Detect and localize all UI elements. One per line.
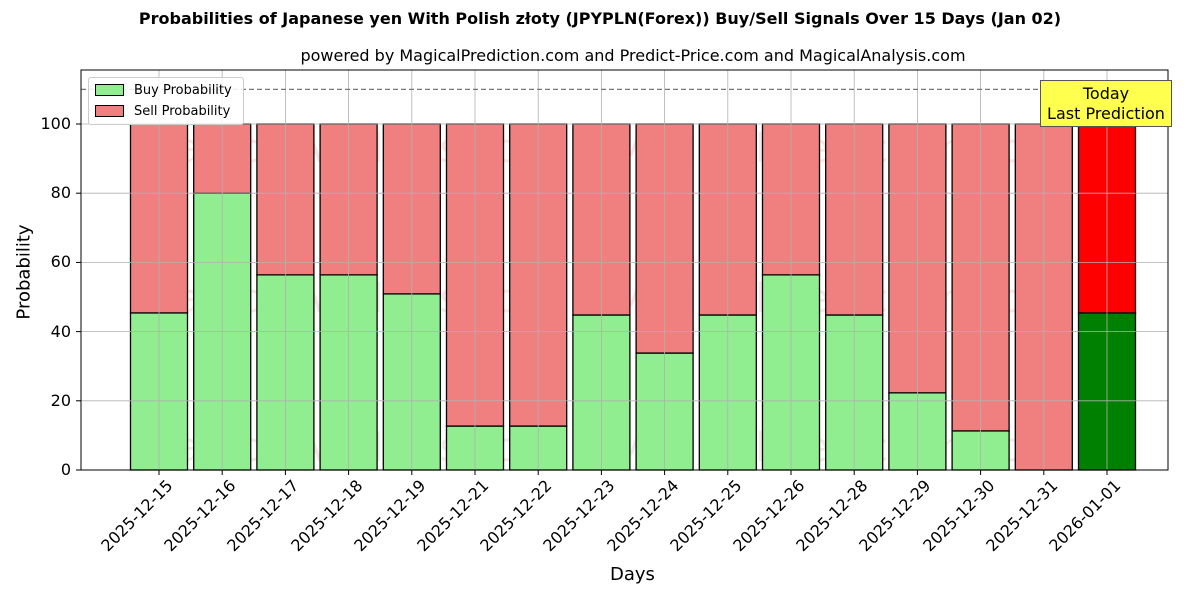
y-axis-label: Probability <box>13 224 35 320</box>
legend-sell-label: Sell Probability <box>134 103 231 119</box>
legend-item-buy: Buy Probability <box>95 82 232 98</box>
y-tick-label: 60 <box>50 252 71 272</box>
y-tick-label: 40 <box>50 321 71 341</box>
annotation-line2: Last Prediction <box>1047 104 1165 123</box>
y-tick-label: 80 <box>50 183 71 203</box>
x-axis-label: Days <box>610 564 655 585</box>
sell-swatch-icon <box>95 105 124 117</box>
chart-subtitle: powered by MagicalPrediction.com and Pre… <box>300 46 966 65</box>
y-tick-label: 20 <box>50 390 71 410</box>
legend: Buy Probability Sell Probability <box>88 77 244 125</box>
y-tick-label: 100 <box>40 114 71 133</box>
y-tick-label: 0 <box>60 460 71 479</box>
today-annotation: Today Last Prediction <box>1040 80 1172 127</box>
buy-swatch-icon <box>95 84 124 96</box>
annotation-line1: Today <box>1082 84 1130 103</box>
chart-title: Probabilities of Japanese yen With Polis… <box>138 9 1062 28</box>
axes-frame <box>80 69 1169 471</box>
legend-buy-label: Buy Probability <box>134 82 232 98</box>
legend-item-sell: Sell Probability <box>95 103 230 119</box>
